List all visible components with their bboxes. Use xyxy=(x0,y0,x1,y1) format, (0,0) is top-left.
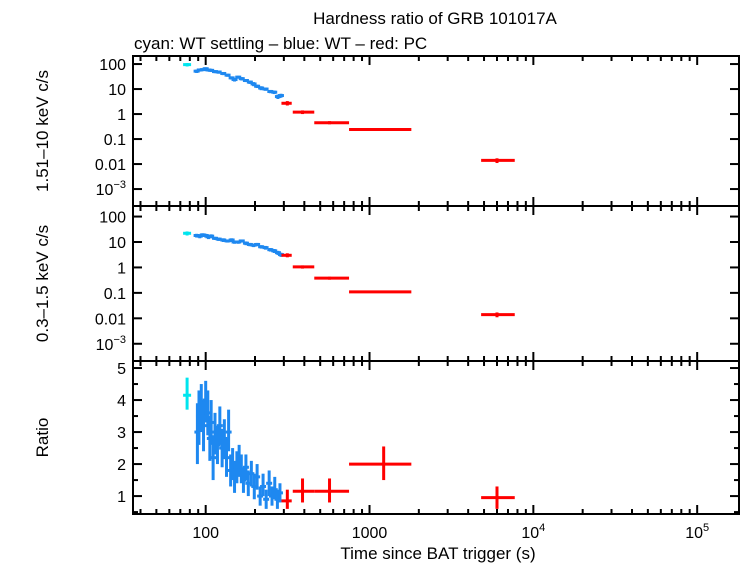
x-tick-label: 100 xyxy=(192,525,219,542)
y-tick-label: 1 xyxy=(117,489,126,506)
panel-frame xyxy=(132,205,740,362)
chart-subtitle: cyan: WT settling – blue: WT – red: PC xyxy=(134,34,427,53)
y-axis-label: 0.3–1.5 keV c/s xyxy=(33,225,52,342)
x-tick-label: 104 xyxy=(521,522,545,542)
panel-2: 100 10 1 0.1 0.01 10−3 0.3–1.5 keV c/s xyxy=(33,205,740,362)
x-tick-label: 1000 xyxy=(352,525,388,542)
y-tick-label: 1 xyxy=(117,107,126,124)
panel-frame xyxy=(132,55,740,207)
y-tick-label: 100 xyxy=(99,57,126,74)
chart-title: Hardness ratio of GRB 101017A xyxy=(313,9,557,28)
y-axis-label: Ratio xyxy=(33,418,52,458)
y-tick-label: 100 xyxy=(99,210,126,227)
y-tick-label: 2 xyxy=(117,457,126,474)
y-axis-label: 1.51–10 keV c/s xyxy=(33,70,52,192)
y-tick-label: 10−3 xyxy=(96,179,126,199)
y-tick-label: 1 xyxy=(117,260,126,277)
y-tick-label: 4 xyxy=(117,393,126,410)
y-tick-label: 10 xyxy=(108,235,126,252)
y-tick-label: 0.01 xyxy=(95,311,126,328)
y-tick-label: 10−3 xyxy=(96,334,126,354)
y-tick-label: 5 xyxy=(117,361,126,378)
y-tick-label: 0.01 xyxy=(95,157,126,174)
y-tick-label: 3 xyxy=(117,425,126,442)
panel-3: 1 2 3 4 5 Ratio xyxy=(33,360,740,515)
y-tick-label: 0.1 xyxy=(104,132,126,149)
y-tick-label: 0.1 xyxy=(104,286,126,303)
panel-frame xyxy=(132,360,740,515)
x-axis-label: Time since BAT trigger (s) xyxy=(340,544,535,563)
y-tick-label: 10 xyxy=(108,82,126,99)
panel-1: 100 10 1 0.1 0.01 10−3 1.51–10 keV c/s xyxy=(33,55,740,207)
x-tick-label: 105 xyxy=(685,522,709,542)
